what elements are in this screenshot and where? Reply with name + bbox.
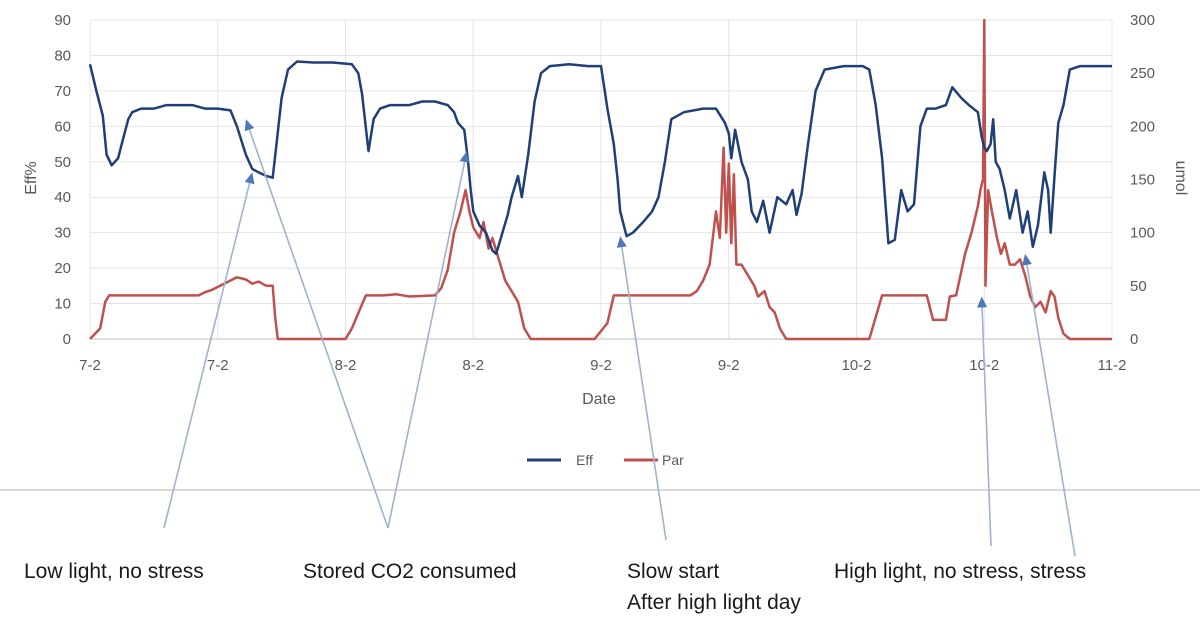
annotation-arrowhead — [244, 172, 255, 185]
y2-axis-title: umol — [1172, 161, 1189, 196]
annotation-high-light: High light, no stress, stress — [834, 560, 1086, 583]
annotation-after-high-light: After high light day — [627, 591, 801, 614]
y-tick-label: 80 — [54, 47, 71, 64]
annotation-arrowhead — [459, 151, 470, 163]
x-tick-label: 7-2 — [79, 357, 101, 374]
series-line-eff — [88, 60, 1112, 256]
legend-label-eff: Eff — [576, 452, 593, 468]
annotation-arrow — [163, 182, 251, 529]
y-tick-label: 20 — [54, 260, 71, 277]
y2-tick-label: 150 — [1130, 172, 1155, 189]
annotation-arrow — [387, 161, 466, 529]
y-tick-label: 40 — [54, 189, 71, 206]
annotation-low-light: Low light, no stress — [24, 560, 204, 583]
y2-tick-label: 50 — [1130, 278, 1147, 295]
y-axis-title: Eff% — [23, 161, 40, 195]
annotation-arrowhead — [244, 119, 255, 132]
y2-tick-label: 100 — [1130, 225, 1155, 242]
y-tick-label: 50 — [54, 154, 71, 171]
annotation-arrow — [621, 246, 667, 541]
x-tick-labels: 7-27-28-28-29-29-210-210-211-2 — [79, 357, 1126, 374]
x-axis-title: Date — [582, 391, 616, 408]
y-tick-label: 60 — [54, 118, 71, 135]
y-tick-labels: 0 10 20 30 40 50 60 70 80 90 — [54, 12, 71, 348]
annotation-stored-co2: Stored CO2 consumed — [303, 560, 517, 583]
annotation-arrow — [981, 307, 992, 547]
annotation-arrow — [248, 129, 389, 529]
y2-tick-labels: 0 50 100 150 200 250 300 — [1130, 12, 1155, 348]
annotation-arrowhead — [1021, 253, 1032, 266]
y2-tick-label: 200 — [1130, 118, 1155, 135]
y-tick-label: 10 — [54, 296, 71, 313]
legend: Eff Par — [527, 452, 684, 468]
series-lines — [88, 18, 1112, 341]
legend-label-par: Par — [662, 452, 684, 468]
x-tick-label: 9-2 — [718, 357, 740, 374]
annotation-arrowhead — [616, 236, 627, 248]
annotation-slow-start: Slow start — [627, 560, 719, 583]
annotation-arrowhead — [977, 296, 988, 308]
y2-tick-label: 250 — [1130, 65, 1155, 82]
y-tick-label: 70 — [54, 83, 71, 100]
annotation-arrow — [1026, 264, 1076, 557]
y-tick-label: 0 — [63, 331, 71, 348]
series-line-par — [89, 18, 1112, 341]
section-divider — [0, 489, 1200, 491]
x-tick-label: 7-2 — [207, 357, 229, 374]
y-tick-label: 30 — [54, 225, 71, 242]
x-tick-label: 11-2 — [1098, 357, 1127, 374]
x-tick-label: 8-2 — [335, 357, 357, 374]
y2-tick-label: 300 — [1130, 12, 1155, 29]
x-tick-label: 9-2 — [590, 357, 612, 374]
x-tick-label: 10-2 — [841, 357, 871, 374]
y2-tick-label: 0 — [1130, 331, 1138, 348]
x-tick-label: 8-2 — [462, 357, 484, 374]
annotation-arrows — [163, 119, 1076, 557]
y-tick-label: 90 — [54, 12, 71, 29]
